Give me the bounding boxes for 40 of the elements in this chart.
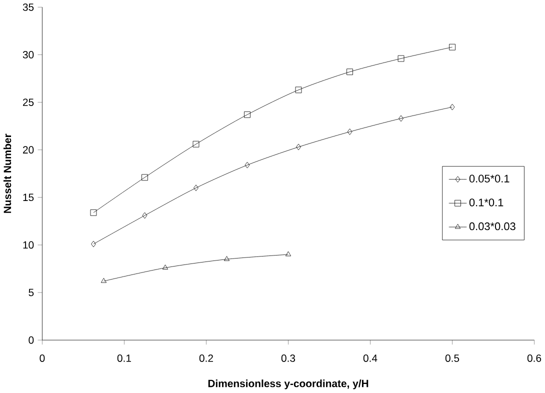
point	[295, 86, 302, 94]
point	[285, 251, 292, 256]
legend-label: 0.1*0.1	[469, 198, 504, 206]
point	[244, 162, 250, 168]
x-tick-label: 0.3	[281, 354, 296, 362]
point	[90, 210, 97, 216]
point	[100, 278, 107, 283]
y-tick-label: 0	[28, 336, 34, 344]
point	[142, 212, 148, 219]
x-tick-label: 0.4	[363, 354, 378, 362]
point	[347, 128, 352, 136]
y-tick-label: 5	[28, 289, 34, 296]
y-tick-label: 25	[23, 98, 34, 106]
legend-label: 0.05*0.1	[469, 174, 510, 183]
point	[449, 44, 456, 50]
point	[192, 141, 200, 148]
y-tick-label: 20	[23, 146, 34, 154]
point	[91, 240, 96, 248]
legend-label: 0.03*0.03	[469, 222, 516, 230]
point	[224, 256, 230, 262]
y-tick-label: 30	[22, 51, 34, 59]
x-tick-label: 0.1	[117, 354, 131, 362]
point	[142, 174, 148, 181]
x-tick-label: 0.6	[527, 354, 542, 362]
y-tick-label: 15	[23, 194, 34, 202]
y-axis-title: Nusselt Number	[3, 134, 12, 214]
point	[346, 68, 353, 76]
x-tick-label: 0.2	[199, 354, 213, 362]
point	[194, 184, 198, 192]
point	[398, 115, 404, 122]
point	[244, 112, 250, 118]
point	[162, 264, 168, 270]
x-tick-label: 0	[40, 354, 45, 362]
y-tick-label: 35	[22, 4, 34, 11]
point	[296, 144, 301, 150]
point	[450, 104, 455, 110]
point	[398, 55, 404, 62]
y-tick-label: 10	[23, 241, 34, 249]
x-axis-title: Dimensionless y-coordinate, y/H	[208, 380, 368, 390]
x-tick-label: 0.5	[445, 354, 460, 362]
